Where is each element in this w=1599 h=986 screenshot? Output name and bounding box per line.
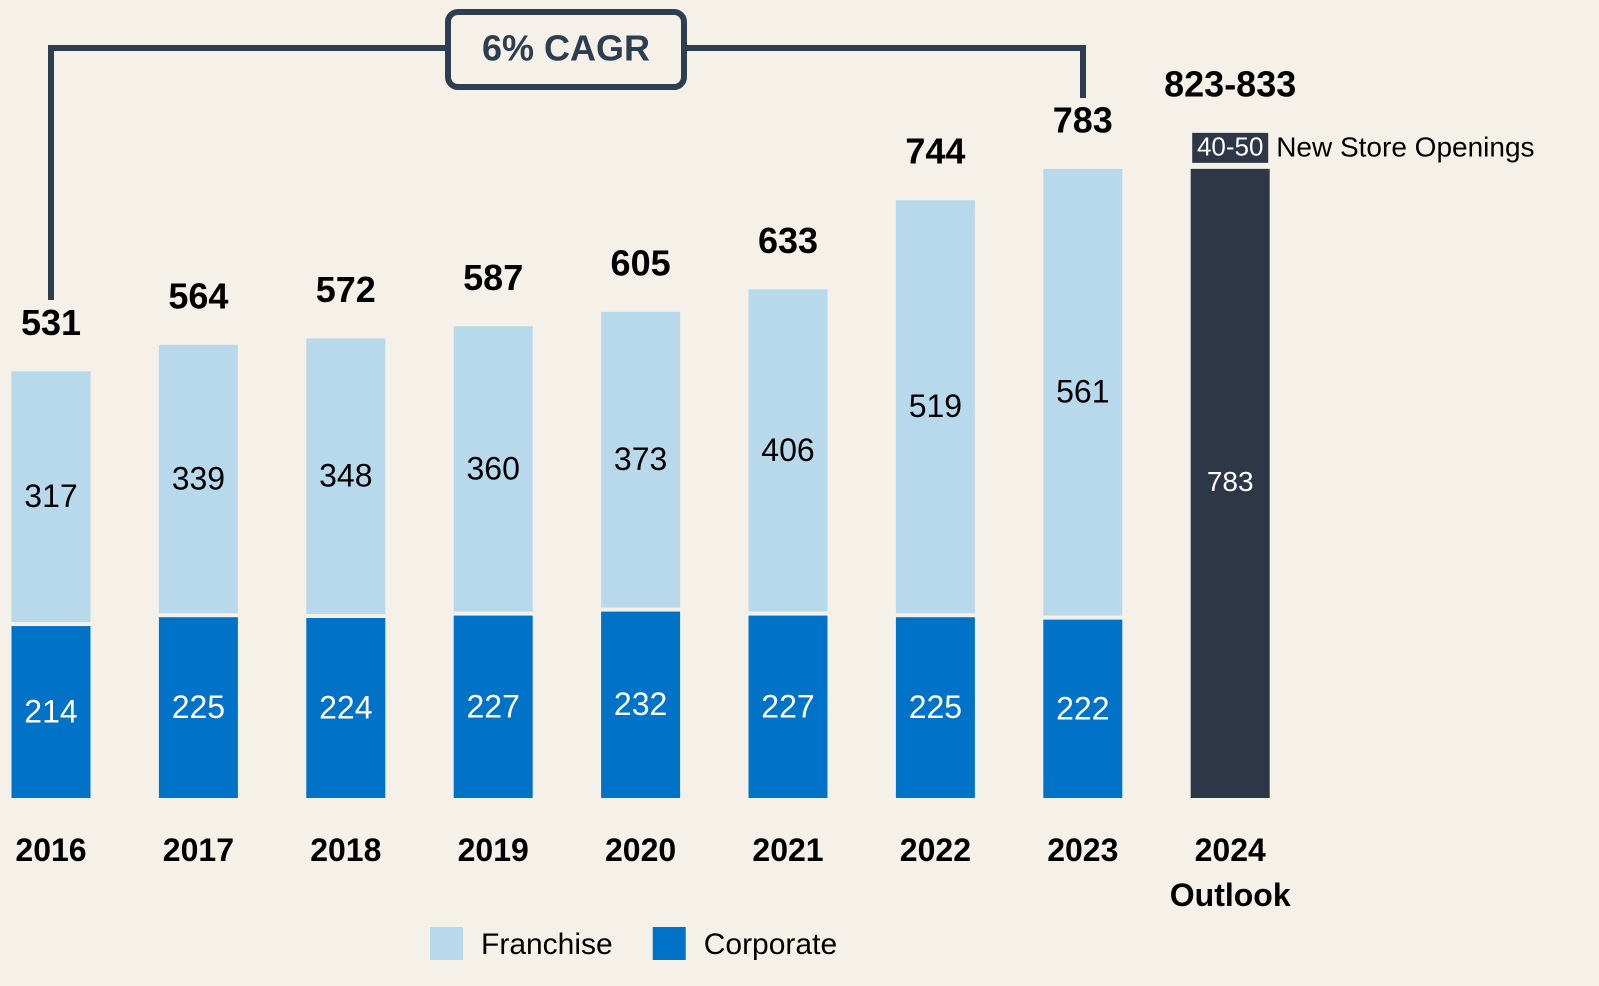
segment-label: 225 [909, 689, 962, 725]
outlook-bar-label: 783 [1207, 466, 1254, 497]
segment-label: 360 [467, 450, 520, 486]
bar-segment [748, 615, 828, 798]
legend-swatch [430, 927, 463, 960]
segment-label: 232 [614, 686, 667, 722]
total-label: 572 [316, 269, 376, 310]
segment-label: 561 [1056, 374, 1109, 410]
x-tick-label: 2020 [605, 832, 677, 868]
x-tick-label: 2023 [1047, 832, 1119, 868]
bar-segment [1043, 168, 1123, 616]
bar-segment [453, 615, 533, 798]
segment-label: 373 [614, 441, 667, 477]
segment-label: 227 [467, 688, 520, 724]
bar-segment [158, 617, 238, 798]
outlook-bar [1190, 168, 1270, 798]
segment-label: 227 [761, 688, 814, 724]
segment-label: 222 [1056, 690, 1109, 726]
x-tick-label: 2021 [752, 832, 824, 868]
legend-label: Franchise [481, 928, 613, 961]
bar-segment [453, 326, 533, 612]
segment-label: 348 [319, 458, 372, 494]
segment-label: 214 [24, 693, 77, 729]
segment-label: 224 [319, 689, 372, 725]
segment-label: 406 [761, 432, 814, 468]
segment-label: 339 [172, 460, 225, 496]
x-tick-label: 2019 [457, 832, 529, 868]
bar-segment [895, 617, 975, 798]
outlook-total-label: 823-833 [1164, 63, 1296, 104]
total-label: 605 [611, 242, 671, 283]
bar-segment [306, 618, 386, 798]
x-tick-label: 2018 [310, 832, 382, 868]
segment-label: 317 [24, 478, 77, 514]
total-label: 564 [168, 275, 228, 316]
openings-text: New Store Openings [1276, 131, 1534, 162]
x-tick-label: 2024 Outlook [1169, 832, 1291, 913]
openings-box [1192, 132, 1269, 163]
bar-segment [748, 289, 828, 612]
openings-label: 40-50 [1197, 132, 1264, 162]
bar-segment [1043, 619, 1123, 798]
x-tick-label: 2016 [15, 832, 87, 868]
bar-segment [601, 611, 681, 798]
segment-label: 519 [909, 388, 962, 424]
legend-swatch [652, 927, 686, 960]
bar-segment [11, 626, 91, 798]
legend-label: Corporate [704, 928, 837, 961]
cagr-box [445, 9, 687, 90]
total-label: 744 [905, 131, 965, 172]
total-label: 531 [21, 302, 81, 343]
segment-label: 225 [172, 689, 225, 725]
bar-segment [158, 344, 238, 614]
cagr-label: 6% CAGR [482, 28, 650, 69]
total-label: 783 [1053, 99, 1113, 140]
bar-segment [306, 338, 386, 615]
x-tick-label: 2017 [162, 832, 234, 868]
bar-segment [601, 311, 681, 608]
total-label: 633 [758, 220, 818, 261]
bar-segment [895, 200, 975, 614]
x-tick-label: 2022 [899, 832, 971, 868]
bar-segment [11, 371, 91, 623]
total-label: 587 [463, 257, 523, 298]
